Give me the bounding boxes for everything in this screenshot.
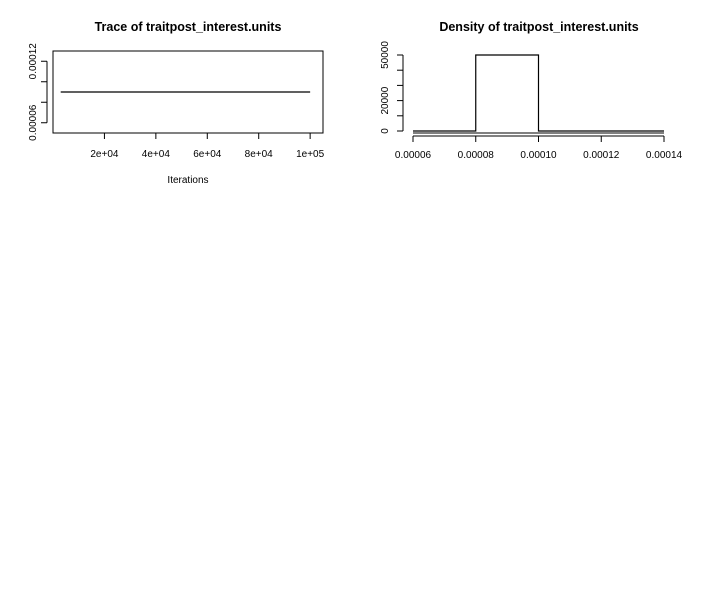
density-y-tick-label: 50000 — [380, 41, 391, 69]
trace-x-axis-label: Iterations — [167, 175, 208, 186]
density-plot-panel: Density of traitpost_interest.units 0.00… — [380, 20, 683, 161]
density-plot-title: Density of traitpost_interest.units — [439, 20, 638, 34]
trace-x-tick-label: 4e+04 — [142, 149, 171, 160]
trace-x-tick-label: 2e+04 — [90, 149, 119, 160]
trace-plot-title: Trace of traitpost_interest.units — [95, 20, 282, 34]
density-series-line — [413, 54, 664, 132]
trace-plot-panel: Trace of traitpost_interest.units 2e+04 4… — [28, 20, 325, 186]
density-x-tick-label: 0.00008 — [458, 150, 495, 161]
density-x-tick-label: 0.00014 — [646, 150, 683, 161]
trace-x-tick-label: 1e+05 — [296, 149, 325, 160]
density-y-tick-label: 0 — [380, 128, 391, 134]
density-y-tick-label: 20000 — [380, 86, 391, 114]
trace-x-tick-label: 6e+04 — [193, 149, 222, 160]
trace-x-tick-label: 8e+04 — [245, 149, 274, 160]
density-x-tick-label: 0.00010 — [520, 150, 557, 161]
trace-y-tick-label: 0.00012 — [28, 43, 39, 80]
density-x-tick-label: 0.00012 — [583, 150, 620, 161]
trace-y-tick-label: 0.00006 — [28, 104, 39, 141]
density-x-tick-label: 0.00006 — [395, 150, 432, 161]
